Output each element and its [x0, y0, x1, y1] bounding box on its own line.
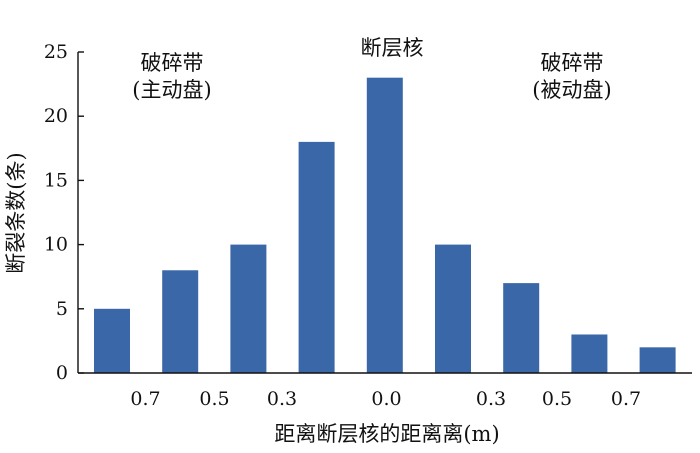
x-axis-title: 距离断层核的距离离(m)	[274, 422, 499, 446]
annotation-left-line-0: 破碎带	[141, 51, 204, 75]
labels: 0 5 10 15 20 25 0.7 0.5 0.3 0.0 0.3 0.5 0.7 距离断层核的距离离…	[4, 36, 641, 446]
x-tick-label-2: 0.3	[267, 388, 297, 410]
y-axis-title: 断裂条数(条)	[4, 152, 28, 273]
bar-2	[230, 244, 267, 373]
bar-4	[366, 77, 403, 374]
y-tick-label-25: 25	[44, 41, 68, 63]
bar-3	[298, 141, 335, 373]
bar-5	[435, 244, 471, 373]
x-tick-label-5: 0.5	[542, 388, 572, 410]
bar-7	[571, 334, 608, 373]
y-tick-label-10: 10	[44, 234, 68, 256]
axes	[77, 51, 692, 374]
annotation-right-line-1: (被动盘)	[532, 78, 611, 102]
annotation-center-line-0: 断层核	[361, 36, 424, 60]
x-tick-label-1: 0.5	[199, 388, 229, 410]
y-tick-label-15: 15	[44, 169, 68, 191]
x-tick-label-0: 0.7	[130, 388, 160, 410]
bar-0	[94, 308, 130, 373]
annotation-left-line-1: (主动盘)	[132, 78, 211, 102]
annotation-right-line-0: 破碎带	[541, 51, 604, 75]
x-tick-label-6: 0.7	[611, 388, 641, 410]
y-tick-label-20: 20	[44, 105, 68, 127]
bar-8	[639, 347, 676, 373]
bars-layer	[94, 77, 676, 374]
x-tick-label-4: 0.3	[476, 388, 506, 410]
bar-1	[162, 270, 199, 373]
y-tick-label-0: 0	[56, 362, 68, 384]
y-tick-label-5: 5	[56, 298, 68, 320]
x-tick-label-3: 0.0	[371, 388, 401, 410]
bar-6	[503, 283, 540, 373]
